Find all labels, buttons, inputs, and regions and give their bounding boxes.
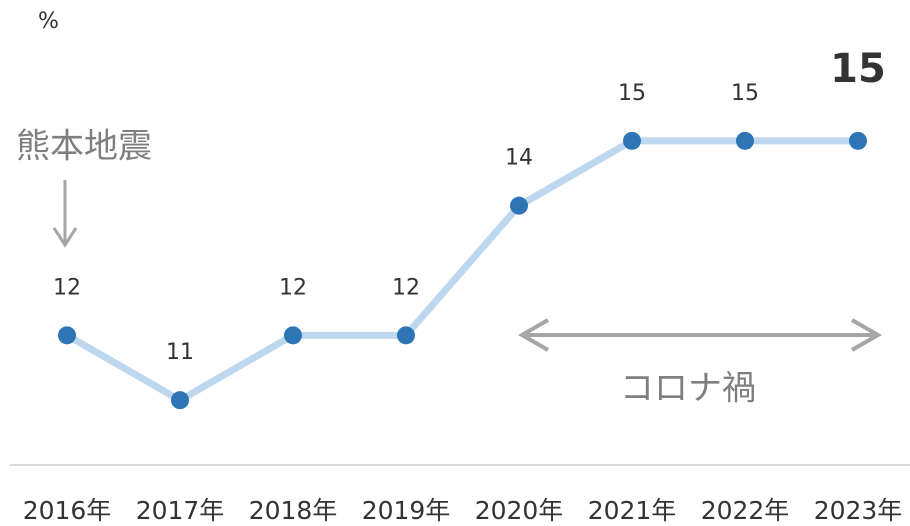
x-tick-label: 2021年 [588, 496, 677, 525]
x-tick-label: 2022年 [701, 496, 790, 525]
point [510, 196, 528, 215]
point [623, 131, 641, 150]
x-tick-label: 2023年 [814, 496, 903, 525]
point [58, 326, 76, 345]
x-tick-label: 2020年 [475, 496, 564, 525]
unit-label: % [38, 9, 59, 34]
x-tick-label: 2019年 [362, 496, 451, 525]
point [736, 131, 754, 150]
value-label: 15 [618, 81, 646, 106]
double-arrow [517, 318, 883, 352]
annotation: コロナ禍 [620, 369, 756, 409]
line [65, 137, 858, 404]
arrow [52, 180, 78, 248]
value-label: 15 [731, 81, 759, 106]
x-tick-label: 2018年 [249, 496, 338, 525]
point [284, 326, 302, 345]
annotation: 熊本地震 [16, 127, 152, 167]
point [849, 131, 867, 150]
value-label: 12 [392, 275, 420, 300]
point [397, 326, 415, 345]
point [171, 391, 189, 410]
value-label: 15 [830, 46, 886, 92]
value-label: 11 [166, 340, 194, 365]
value-label: 14 [505, 146, 533, 171]
value-label: 12 [53, 275, 81, 300]
x-tick-label: 2017年 [136, 496, 225, 525]
x-tick-label: 2016年 [23, 496, 112, 525]
value-label: 12 [279, 275, 307, 300]
